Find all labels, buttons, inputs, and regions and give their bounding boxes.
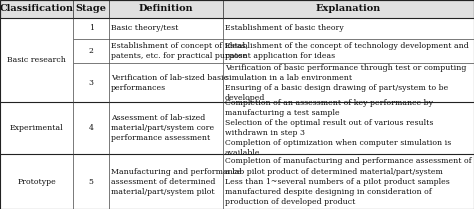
Text: 1: 1 (89, 24, 94, 32)
Text: Completion of an assessment of key performance by
manufacturing a test sample
Se: Completion of an assessment of key perfo… (225, 99, 451, 157)
Text: Classification: Classification (0, 4, 74, 13)
Text: Verification of lab-sized basic
performances: Verification of lab-sized basic performa… (111, 74, 228, 92)
Text: Establishment of basic theory: Establishment of basic theory (225, 24, 344, 32)
Text: Completion of manufacturing and performance assessment of
a lab pilot product of: Completion of manufacturing and performa… (225, 157, 471, 206)
Text: Explanation: Explanation (316, 4, 381, 13)
Text: 3: 3 (89, 79, 94, 87)
Text: Stage: Stage (76, 4, 107, 13)
Text: Definition: Definition (138, 4, 193, 13)
Text: Assessment of lab-sized
material/part/system core
performance assessment: Assessment of lab-sized material/part/sy… (111, 114, 214, 142)
Text: Experimental: Experimental (10, 124, 64, 132)
Text: 2: 2 (89, 47, 94, 55)
Text: 5: 5 (89, 178, 94, 186)
Text: Basic theory/test: Basic theory/test (111, 24, 178, 32)
Text: 4: 4 (89, 124, 94, 132)
Text: Establishment of the concept of technology development and
patent application fo: Establishment of the concept of technolo… (225, 42, 468, 60)
Bar (0, 0, 474, 18)
Text: Establishment of concept of ideas,
patents, etc. for practical purpose: Establishment of concept of ideas, paten… (111, 42, 248, 60)
Text: Prototype: Prototype (18, 178, 56, 186)
Text: Manufacturing and performance
assessment of determined
material/part/system pilo: Manufacturing and performance assessment… (111, 168, 242, 196)
Text: Verification of basic performance through test or computing
simulation in a lab : Verification of basic performance throug… (225, 64, 466, 102)
Text: Basic research: Basic research (7, 56, 66, 64)
